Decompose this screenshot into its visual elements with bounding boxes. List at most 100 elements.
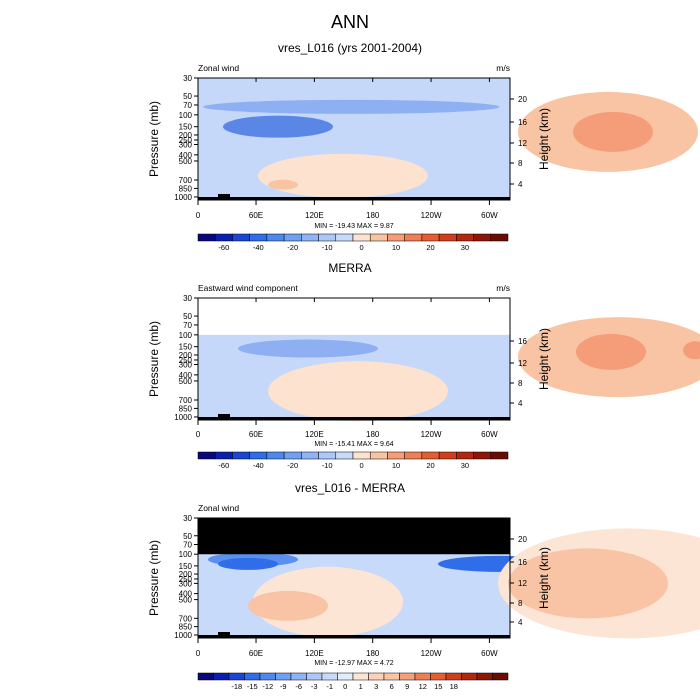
height-tick-label: 16 bbox=[518, 118, 527, 127]
colorbar-swatch bbox=[232, 451, 250, 460]
x-tick-label: 60W bbox=[481, 430, 498, 439]
colorbar-swatch bbox=[244, 672, 261, 681]
colorbar-swatch bbox=[197, 233, 216, 242]
colorbar-swatch bbox=[352, 233, 371, 242]
panel-title: vres_L016 - MERRA bbox=[295, 481, 405, 495]
colorbar-swatch bbox=[414, 672, 431, 681]
contour-region bbox=[508, 548, 668, 619]
x-tick-label: 0 bbox=[196, 211, 201, 220]
colorbar-label: 10 bbox=[392, 461, 400, 470]
x-tick-label: 0 bbox=[196, 649, 201, 658]
colorbar: -18 -15 -12 -9 -6 -3 -1 0 1 3 6 9 12 15 18 bbox=[197, 672, 509, 691]
colorbar-swatch bbox=[301, 451, 319, 460]
height-tick-label: 8 bbox=[518, 599, 523, 608]
colorbar-label: -10 bbox=[322, 243, 333, 252]
colorbar-label: 0 bbox=[360, 461, 364, 470]
y-axis-label-right: Height (km) bbox=[537, 108, 551, 170]
x-tick-label: 180 bbox=[366, 211, 380, 220]
colorbar-swatch bbox=[249, 451, 268, 460]
x-tick-label: 180 bbox=[366, 649, 380, 658]
height-tick-label: 4 bbox=[518, 180, 523, 189]
contour-region bbox=[683, 341, 700, 360]
pressure-tick-label: 150 bbox=[179, 123, 193, 132]
colorbar-label: -1 bbox=[326, 682, 333, 691]
contour-region bbox=[268, 179, 298, 190]
colorbar-label: 15 bbox=[434, 682, 442, 691]
colorbar-swatch bbox=[383, 672, 400, 681]
height-tick-label: 20 bbox=[518, 535, 527, 544]
panel-1: vres_L016 (yrs 2001-2004) Zonal wind m/s 0 6… bbox=[147, 41, 698, 252]
x-tick-label: 60W bbox=[481, 649, 498, 658]
colorbar-swatch bbox=[266, 233, 285, 242]
colorbar-label: -3 bbox=[311, 682, 318, 691]
pressure-tick-label: 250 bbox=[179, 575, 193, 584]
min-max-stats: MIN = -12.97 MAX = 4.72 bbox=[314, 660, 393, 667]
left-label: Zonal wind bbox=[198, 63, 239, 73]
colorbar-swatch bbox=[197, 451, 216, 460]
pressure-tick-label: 70 bbox=[183, 541, 192, 550]
colorbar-swatch bbox=[228, 672, 245, 681]
colorbar-swatch bbox=[266, 451, 285, 460]
colorbar-label: 6 bbox=[390, 682, 394, 691]
contour-region bbox=[248, 590, 328, 621]
height-tick-label: 8 bbox=[518, 159, 523, 168]
pressure-tick-label: 200 bbox=[179, 131, 193, 140]
colorbar-label: -15 bbox=[247, 682, 258, 691]
contour-region bbox=[268, 361, 448, 422]
colorbar-swatch bbox=[404, 451, 423, 460]
colorbar-swatch bbox=[461, 672, 478, 681]
colorbar-swatch bbox=[214, 451, 233, 460]
colorbar-label: 18 bbox=[450, 682, 458, 691]
y-axis-label-right: Height (km) bbox=[537, 328, 551, 390]
colorbar-swatch bbox=[214, 233, 233, 242]
height-tick-label: 12 bbox=[518, 139, 527, 148]
colorbar-swatch bbox=[197, 672, 214, 681]
pressure-tick-label: 400 bbox=[179, 371, 193, 380]
colorbar-label: -6 bbox=[295, 682, 302, 691]
colorbar-swatch bbox=[421, 451, 440, 460]
pressure-tick-label: 30 bbox=[183, 74, 192, 83]
y-axis-label: Pressure (mb) bbox=[147, 101, 161, 177]
colorbar-swatch bbox=[283, 451, 302, 460]
terrain-marker bbox=[218, 632, 230, 636]
x-tick-label: 60W bbox=[481, 211, 498, 220]
contour-region bbox=[258, 153, 428, 198]
surface-bar bbox=[198, 635, 510, 638]
pressure-tick-label: 500 bbox=[179, 377, 193, 386]
x-tick-label: 60E bbox=[249, 430, 263, 439]
pressure-tick-label: 400 bbox=[179, 590, 193, 599]
panel-title: vres_L016 (yrs 2001-2004) bbox=[278, 41, 422, 55]
x-tick-label: 120E bbox=[305, 430, 324, 439]
colorbar-swatch bbox=[490, 233, 509, 242]
x-tick-label: 120W bbox=[421, 430, 442, 439]
pressure-tick-label: 50 bbox=[183, 92, 192, 101]
x-tick-label: 60E bbox=[249, 649, 263, 658]
colorbar-swatch bbox=[249, 233, 268, 242]
colorbar-swatch bbox=[473, 233, 492, 242]
colorbar-swatch bbox=[421, 233, 440, 242]
panel-title: MERRA bbox=[328, 261, 371, 275]
colorbar-label: -20 bbox=[287, 461, 298, 470]
pressure-tick-label: 300 bbox=[179, 140, 193, 149]
pressure-tick-label: 700 bbox=[179, 614, 193, 623]
height-tick-label: 8 bbox=[518, 379, 523, 388]
pressure-tick-label: 850 bbox=[179, 623, 193, 632]
x-tick-label: 120E bbox=[305, 211, 324, 220]
colorbar-swatch bbox=[321, 672, 338, 681]
x-tick-label: 60E bbox=[249, 211, 263, 220]
colorbar-label: -20 bbox=[287, 243, 298, 252]
colorbar-label: 1 bbox=[359, 682, 363, 691]
contour-region bbox=[576, 333, 646, 370]
colorbar-swatch bbox=[259, 672, 276, 681]
main-title: ANN bbox=[331, 12, 369, 32]
colorbar-swatch bbox=[387, 451, 405, 460]
units-label: m/s bbox=[496, 63, 510, 73]
left-label: Eastward wind component bbox=[198, 283, 298, 293]
x-tick-label: 120W bbox=[421, 211, 442, 220]
colorbar-swatch bbox=[476, 672, 493, 681]
colorbar-swatch bbox=[275, 672, 292, 681]
pressure-tick-label: 200 bbox=[179, 570, 193, 579]
colorbar-swatch bbox=[337, 672, 354, 681]
masked-region bbox=[198, 298, 510, 335]
